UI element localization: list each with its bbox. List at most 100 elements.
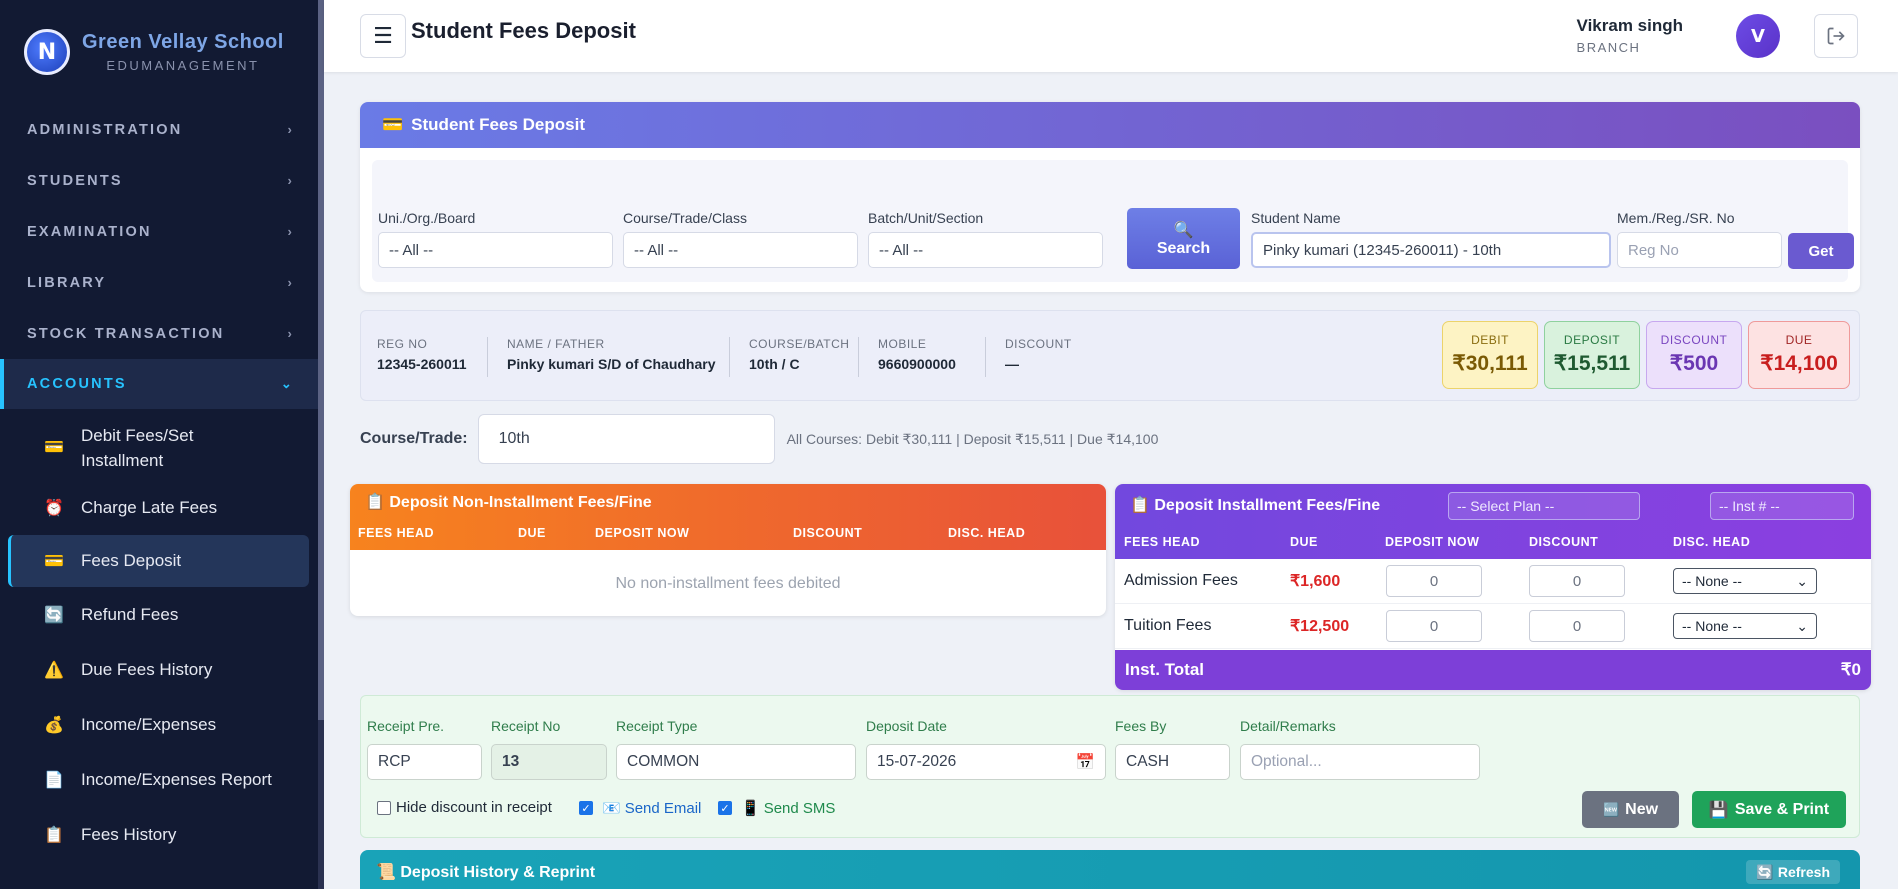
sidebar-section-administration[interactable]: ADMINISTRATION ›	[27, 121, 294, 138]
chevron-right-icon: ›	[287, 275, 294, 290]
user-info[interactable]: Vikram singh BRANCH	[1577, 16, 1683, 55]
course-trade-select[interactable]: 10th	[477, 414, 775, 464]
sidebar-section-examination[interactable]: EXAMINATION ›	[27, 223, 294, 240]
brand[interactable]: N Green Vellay School EDUMANAGEMENT	[0, 0, 324, 104]
calendar-icon[interactable]: 📅	[1075, 753, 1095, 771]
chevron-down-icon: ⌄	[280, 376, 294, 391]
deposit-now-input[interactable]: 0	[1386, 565, 1482, 597]
chevron-right-icon: ›	[287, 224, 294, 239]
non-installment-panel: 📋 Deposit Non-Installment Fees/Fine FEES…	[350, 484, 1106, 616]
name-info: NAME / FATHER Pinky kumari S/D of Chaudha…	[507, 337, 716, 372]
column-header: DEPOSIT NOW	[595, 526, 690, 540]
school-name: Green Vellay School	[82, 31, 284, 53]
warning-icon: ⚠️	[44, 661, 64, 679]
sidebar-item-fees-deposit[interactable]: 💳 Fees Deposit	[8, 535, 309, 587]
disc-head-select[interactable]: -- None -- ⌄	[1673, 613, 1817, 639]
new-button[interactable]: 🆕 New	[1582, 791, 1679, 828]
refresh-icon: 🔄	[44, 606, 64, 624]
column-header: DISCOUNT	[1529, 535, 1599, 549]
deposit-history-panel: 📜 Deposit History & Reprint 🔄 Refresh	[360, 850, 1860, 889]
sidebar-section-stock-transaction[interactable]: STOCK TRANSACTION ›	[27, 325, 294, 342]
chevron-right-icon: ›	[287, 326, 294, 341]
refresh-button[interactable]: 🔄 Refresh	[1746, 860, 1840, 884]
table-row: Admission Fees ₹1,600 0 0 -- None -- ⌄	[1115, 559, 1871, 604]
receipt-prefix-group: Receipt Pre. RCP	[367, 718, 482, 780]
student-name-group: Student Name Pinky kumari (12345-260011)…	[1251, 210, 1611, 268]
sidebar-scroll-thumb[interactable]	[318, 0, 324, 720]
save-print-button[interactable]: 💾 Save & Print	[1692, 791, 1846, 828]
student-info-strip: REG NO 12345-260011 NAME / FATHER Pinky ku…	[360, 310, 1860, 401]
course-filter: Course/Trade/Class -- All --	[623, 210, 858, 268]
disc-head-select[interactable]: -- None -- ⌄	[1673, 568, 1817, 594]
school-logo: N	[24, 29, 70, 75]
search-button[interactable]: 🔍 Search	[1127, 208, 1240, 269]
send-sms-checkbox[interactable]: ✓ 📱 Send SMS	[718, 799, 835, 817]
sidebar-item-charge-late-fees[interactable]: ⏰ Charge Late Fees	[0, 480, 324, 535]
clipboard-icon: 📋	[44, 826, 64, 844]
course-select[interactable]: -- All --	[623, 232, 858, 268]
reg-no-group: Mem./Reg./SR. No Reg No	[1617, 210, 1782, 268]
column-header: DISC. HEAD	[948, 526, 1026, 540]
email-icon: 📧	[602, 800, 621, 817]
divider	[729, 337, 730, 377]
divider	[985, 337, 986, 377]
course-summary: All Courses: Debit ₹30,111 | Deposit ₹15…	[786, 430, 1159, 447]
clipboard-icon: 📋	[1130, 497, 1150, 514]
sidebar-scrollbar[interactable]	[318, 0, 324, 889]
reg-no-input[interactable]: Reg No	[1617, 232, 1782, 268]
column-header: DUE	[518, 526, 546, 540]
sidebar-item-income-expenses[interactable]: 💰 Income/Expenses	[0, 697, 324, 752]
refresh-icon: 🔄	[1756, 863, 1774, 880]
remarks-input[interactable]: Optional...	[1240, 744, 1480, 780]
sidebar-item-fees-history[interactable]: 📋 Fees History	[0, 807, 324, 862]
chevron-right-icon: ›	[287, 173, 294, 188]
column-header: DISC. HEAD	[1673, 535, 1751, 549]
plan-select[interactable]: -- Select Plan --	[1448, 492, 1640, 520]
menu-toggle-button[interactable]: ☰	[360, 14, 406, 58]
sidebar-section-accounts[interactable]: ACCOUNTS ⌄	[0, 359, 324, 409]
student-name-input[interactable]: Pinky kumari (12345-260011) - 10th	[1251, 232, 1611, 268]
chevron-right-icon: ›	[287, 122, 294, 137]
receipt-type-group: Receipt Type COMMON	[616, 718, 856, 780]
fees-by-select[interactable]: CASH	[1115, 744, 1230, 780]
checkbox-checked[interactable]: ✓	[579, 801, 593, 815]
discount-info: DISCOUNT —	[1005, 337, 1072, 372]
hamburger-icon: ☰	[373, 23, 393, 49]
installment-number-select[interactable]: -- Inst # --	[1710, 492, 1854, 520]
send-email-checkbox[interactable]: ✓ 📧 Send Email	[579, 799, 701, 817]
card-icon: 💳	[44, 553, 64, 570]
receipt-prefix-input[interactable]: RCP	[367, 744, 482, 780]
sidebar-item-due-fees-history[interactable]: ⚠️ Due Fees History	[0, 642, 324, 697]
deposit-date-group: Deposit Date 15-07-2026 📅	[866, 718, 1106, 780]
empty-state: No non-installment fees debited	[615, 575, 841, 592]
receipt-type-select[interactable]: COMMON	[616, 744, 856, 780]
batch-select[interactable]: -- All --	[868, 232, 1103, 268]
course-info: COURSE/BATCH 10th / C	[749, 337, 850, 372]
checkbox-checked[interactable]: ✓	[718, 801, 732, 815]
discount-input[interactable]: 0	[1529, 610, 1625, 642]
sidebar-item-refund-fees[interactable]: 🔄 Refund Fees	[0, 587, 324, 642]
discount-input[interactable]: 0	[1529, 565, 1625, 597]
chevron-down-icon: ⌄	[1796, 572, 1808, 589]
logout-button[interactable]	[1814, 14, 1858, 58]
sidebar-item-debit-fees[interactable]: 💳 Debit Fees/Set Installment	[0, 415, 324, 480]
fees-by-group: Fees By CASH	[1115, 718, 1230, 780]
sidebar-section-library[interactable]: LIBRARY ›	[27, 274, 294, 291]
column-header: DEPOSIT NOW	[1385, 535, 1480, 549]
get-button[interactable]: Get	[1788, 233, 1854, 269]
sidebar-item-income-expenses-report[interactable]: 📄 Income/Expenses Report	[0, 752, 324, 807]
hide-discount-checkbox[interactable]: Hide discount in receipt	[377, 799, 552, 816]
checkbox[interactable]	[377, 800, 391, 815]
deposit-date-input[interactable]: 15-07-2026 📅	[866, 744, 1106, 780]
batch-filter: Batch/Unit/Section -- All --	[868, 210, 1103, 268]
search-icon: 🔍	[1173, 221, 1194, 239]
floppy-disk-icon: 💾	[1708, 801, 1729, 819]
avatar[interactable]: V	[1736, 14, 1780, 58]
deposit-now-input[interactable]: 0	[1386, 610, 1482, 642]
column-header: FEES HEAD	[1124, 535, 1201, 549]
card-icon: 💳	[382, 115, 404, 134]
sidebar-section-students[interactable]: STUDENTS ›	[27, 172, 294, 189]
column-header: DUE	[1290, 535, 1318, 549]
board-select[interactable]: -- All --	[378, 232, 613, 268]
due-stat: DUE ₹14,100	[1748, 321, 1850, 389]
